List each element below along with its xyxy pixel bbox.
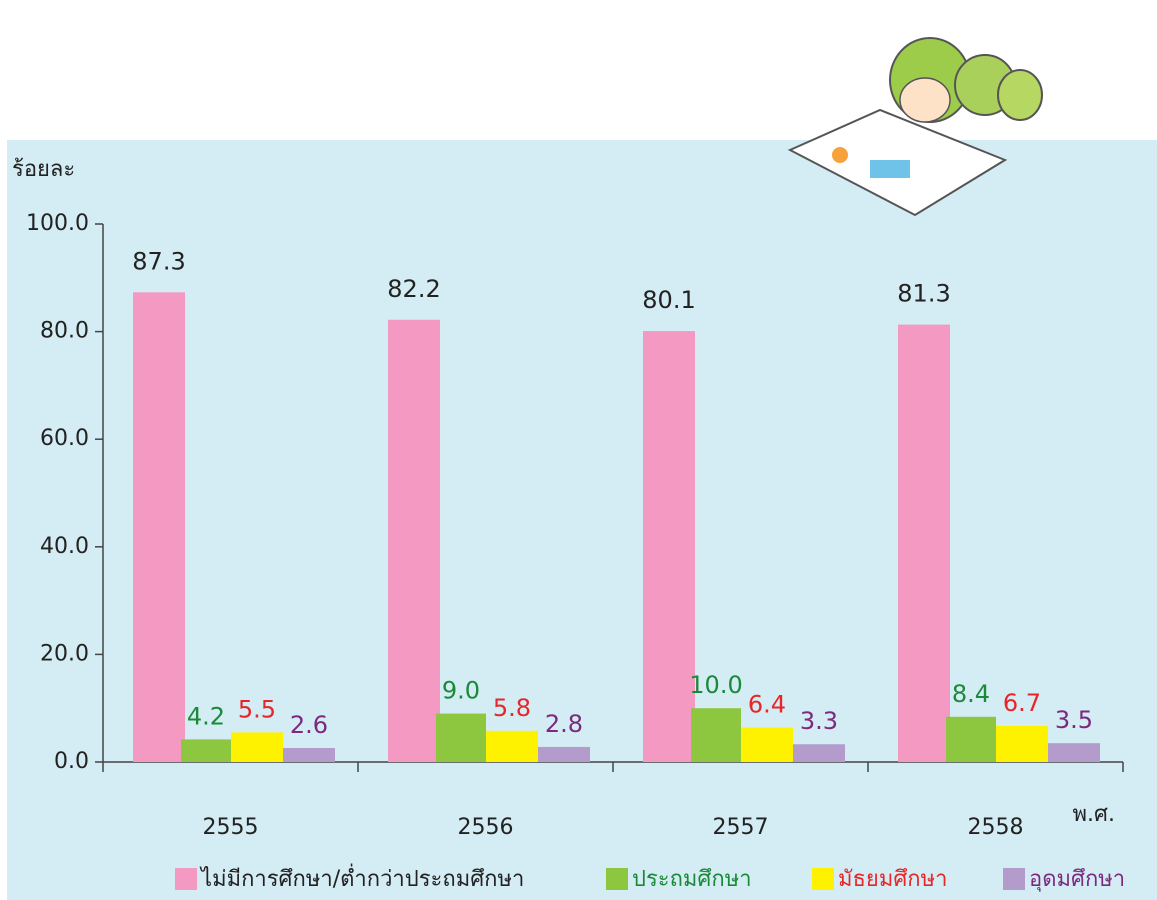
x-axis-label: พ.ศ. <box>1073 802 1115 827</box>
legend-swatch <box>606 868 628 890</box>
x-tick-label: 2555 <box>203 815 259 840</box>
bar <box>181 739 231 762</box>
x-tick-label: 2557 <box>713 815 769 840</box>
bar <box>741 728 793 762</box>
legend-label: อุดมศึกษา <box>1029 867 1125 892</box>
y-tick-label: 40.0 <box>40 534 89 559</box>
value-label: 81.3 <box>897 280 950 308</box>
legend-swatch <box>1003 868 1025 890</box>
value-label: 2.6 <box>290 711 328 739</box>
bar <box>283 748 335 762</box>
value-label: 4.2 <box>187 702 225 730</box>
y-tick-label: 80.0 <box>40 319 89 344</box>
value-label: 8.4 <box>952 680 990 708</box>
legend-swatch <box>175 868 197 890</box>
legend-label: ประถมศึกษา <box>632 867 752 892</box>
y-axis-label: ร้อยละ <box>12 157 75 182</box>
y-tick-label: 60.0 <box>40 426 89 451</box>
bar <box>231 732 283 762</box>
legend-label: มัธยมศึกษา <box>838 867 947 892</box>
value-label: 10.0 <box>689 671 742 699</box>
value-label: 5.8 <box>493 694 531 722</box>
bar <box>996 726 1048 762</box>
value-label: 2.8 <box>545 710 583 738</box>
bar <box>643 331 695 762</box>
bar <box>538 747 590 762</box>
bar <box>946 717 996 762</box>
value-label: 87.3 <box>132 247 185 275</box>
x-tick-label: 2558 <box>968 815 1024 840</box>
legend-label: ไม่มีการศึกษา/ต่ำกว่าประถมศึกษา <box>199 863 524 892</box>
x-tick-label: 2556 <box>458 815 514 840</box>
bar <box>793 744 845 762</box>
value-label: 9.0 <box>442 677 480 705</box>
value-label: 3.3 <box>800 707 838 735</box>
bar <box>436 714 486 762</box>
value-label: 3.5 <box>1055 706 1093 734</box>
bar <box>691 708 741 762</box>
value-label: 80.1 <box>642 286 695 314</box>
y-tick-label: 0.0 <box>54 749 89 774</box>
value-label: 6.4 <box>748 691 786 719</box>
bar <box>898 325 950 762</box>
chart: ร้อยละ พ.ศ. 0.0 20.0 40.0 60.0 80.0 100.0 2555… <box>0 0 1157 900</box>
y-tick-label: 100.0 <box>26 211 89 236</box>
bar <box>486 731 538 762</box>
legend-swatch <box>812 868 834 890</box>
value-label: 5.5 <box>238 695 276 723</box>
bar <box>1048 743 1100 762</box>
bar <box>388 320 440 762</box>
value-label: 82.2 <box>387 275 440 303</box>
bar <box>133 292 185 762</box>
value-label: 6.7 <box>1003 689 1041 717</box>
y-tick-label: 20.0 <box>40 641 89 666</box>
